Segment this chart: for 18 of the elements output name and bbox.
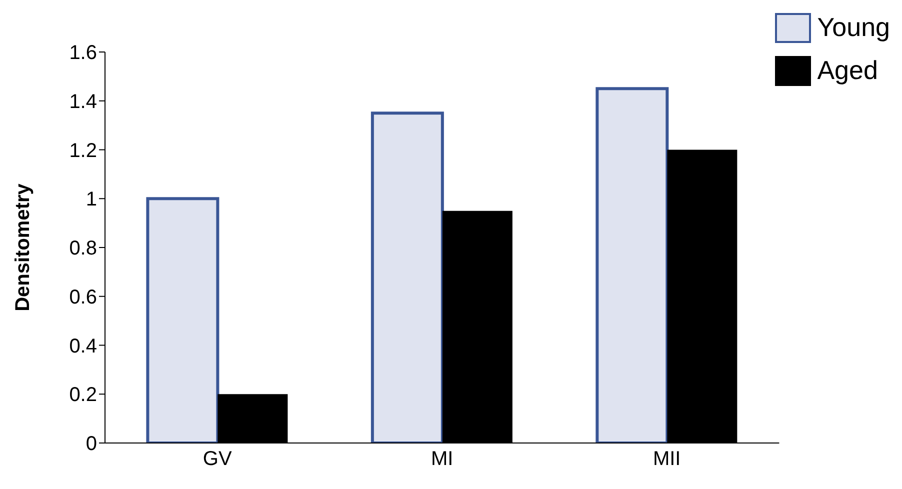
y-tick-label: 1.2 [69,140,97,162]
legend-label: Aged [817,55,878,86]
x-tick-label: MII [652,448,681,470]
y-axis-title: Densitometry [12,182,34,312]
x-tick-label: GV [202,448,232,470]
y-tick-label: 0.2 [69,384,97,406]
y-tick-label: 0.4 [69,335,97,358]
y-tick-label: 1.4 [69,90,97,113]
bar [146,197,220,443]
y-tick-label: 0.6 [69,286,97,308]
y-tick-label: 1.6 [69,42,97,64]
y-tick-label: 0.8 [69,238,97,260]
legend-label: Young [817,12,890,43]
x-tick-label: MI [430,448,454,470]
y-tick-label: 0 [86,433,97,456]
bar [596,87,669,443]
y-tick-label: 1 [86,188,97,211]
bar [370,112,444,443]
